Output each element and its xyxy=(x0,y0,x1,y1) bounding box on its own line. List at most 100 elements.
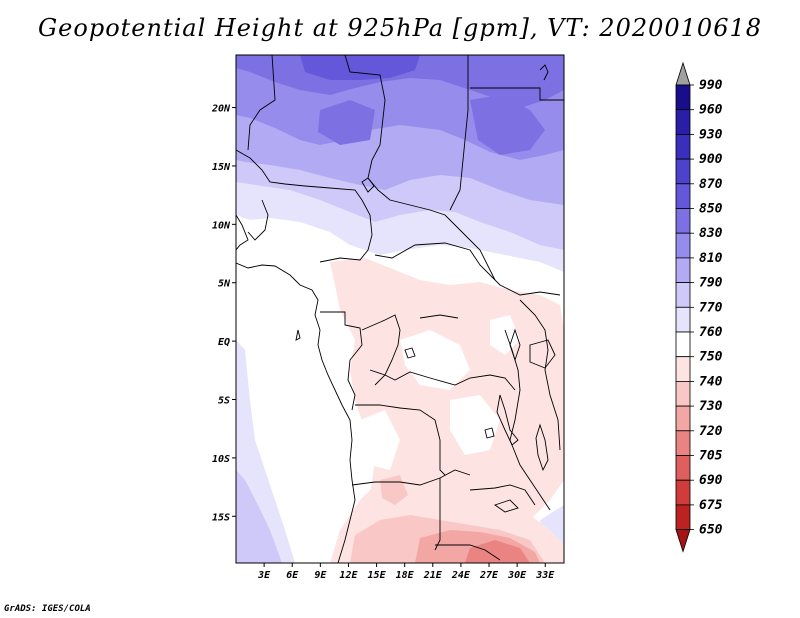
colorbar-swatch-900 xyxy=(675,158,691,185)
lon-tick-label: 27E xyxy=(479,570,499,581)
colorbar-label: 720 xyxy=(699,424,723,439)
border-mid xyxy=(404,347,416,359)
colorbar-label: 750 xyxy=(699,350,723,365)
border-congo-drc xyxy=(369,369,516,391)
field-hole-white-3 xyxy=(360,410,400,470)
border-south-2 xyxy=(435,544,501,561)
colorbar-label: 930 xyxy=(699,127,723,142)
lon-tick-label: 9E xyxy=(314,570,327,581)
colorbar-swatch-810 xyxy=(675,257,691,283)
map-title: Geopotential Height at 925hPa [gpm], VT:… xyxy=(38,14,762,42)
lake-kariba xyxy=(494,499,519,513)
border-central-2 xyxy=(320,311,363,411)
lat-tick-label: EQ xyxy=(218,337,230,348)
lake-tanganyika xyxy=(496,394,519,446)
colorbar-swatch-675 xyxy=(675,504,691,530)
colorbar-label: 810 xyxy=(699,251,723,266)
longitude-axis: 3E 6E 9E 12E 15E 18E 21E 24E 27E 30E 33E xyxy=(257,563,555,581)
border-northeast xyxy=(449,55,469,211)
colorbar-label: 705 xyxy=(699,449,723,464)
colorbar-swatch-870 xyxy=(675,183,691,209)
lon-tick-label: 15E xyxy=(368,570,387,581)
lat-tick-label: 15N xyxy=(212,162,231,173)
colorbar-label: 850 xyxy=(699,202,723,217)
lat-tick-label: 5S xyxy=(218,396,230,407)
lat-tick-label: 5N xyxy=(218,279,231,290)
lon-tick-label: 30E xyxy=(507,570,527,581)
colorbar-swatch-720 xyxy=(675,430,691,456)
colorbar-label: 900 xyxy=(699,152,723,167)
colorbar-swatch-960 xyxy=(675,109,691,135)
colorbar: 990 960 930 900 870 850 830 810 790 770 760 750 740 7… xyxy=(675,61,723,553)
country-borders xyxy=(236,55,564,563)
colorbar-label: 870 xyxy=(699,177,723,192)
border-central-1 xyxy=(374,242,561,296)
field-band-720 xyxy=(465,540,530,563)
lon-tick-label: 12E xyxy=(339,570,358,581)
colorbar-label: 675 xyxy=(699,498,723,513)
lat-tick-label: 15S xyxy=(212,512,230,523)
colorbar-swatch-705 xyxy=(675,455,691,481)
coast-island xyxy=(295,329,301,341)
lon-tick-label: 24E xyxy=(451,570,471,581)
lake-victoria xyxy=(529,339,556,369)
lon-tick-label: 3E xyxy=(257,570,271,581)
colorbar-swatch-760 xyxy=(675,331,691,358)
colorbar-label: 960 xyxy=(699,103,723,118)
border-mid-2 xyxy=(419,314,459,319)
lake-chad xyxy=(361,177,375,193)
lat-tick-label: 10S xyxy=(212,454,230,465)
colorbar-label: 790 xyxy=(699,276,723,291)
lake-albert xyxy=(509,328,521,362)
lake-bangweulu xyxy=(484,427,495,439)
border-northeast-2 xyxy=(470,87,564,101)
coast-northeast xyxy=(539,64,549,81)
colorbar-swatch-750 xyxy=(675,356,691,382)
field-band-870-patch-2 xyxy=(318,100,375,145)
field-hole-white-4 xyxy=(490,315,520,355)
latitude-axis: 20N 15N 10N 5N EQ 5S 10S 15S xyxy=(211,104,236,523)
colorbar-top-arrow xyxy=(675,61,691,86)
border-nw xyxy=(236,149,373,263)
lon-tick-label: 33E xyxy=(535,570,555,581)
colorbar-label: 690 xyxy=(699,473,723,488)
border-angola-2 xyxy=(351,469,471,486)
lon-tick-label: 18E xyxy=(396,570,415,581)
geopotential-field xyxy=(236,55,564,563)
grads-credit: GrADS: IGES/COLA xyxy=(4,604,91,614)
lat-tick-label: 10N xyxy=(212,220,231,231)
colorbar-label: 730 xyxy=(699,399,723,414)
field-band-900 xyxy=(300,55,420,80)
lake-malawi xyxy=(535,423,549,472)
field-hole-white-1 xyxy=(400,330,470,390)
border-angola xyxy=(355,404,446,476)
lon-tick-label: 6E xyxy=(286,570,299,581)
field-hole-white-2 xyxy=(450,395,500,455)
border-west-small xyxy=(247,199,269,241)
colorbar-swatch-990 xyxy=(675,84,691,111)
border-east-2 xyxy=(519,299,561,451)
border-north-2 xyxy=(247,55,276,151)
colorbar-bottom-arrow xyxy=(675,529,691,553)
lat-tick-label: 20N xyxy=(211,104,231,115)
colorbar-swatch-740 xyxy=(675,380,691,407)
colorbar-swatch-930 xyxy=(675,133,691,160)
colorbar-label: 830 xyxy=(699,226,723,241)
colorbar-swatch-730 xyxy=(675,405,691,432)
colorbar-label: 990 xyxy=(699,78,723,93)
coastline-west-africa xyxy=(236,262,356,563)
border-central-3 xyxy=(361,314,401,386)
field-band-870-patch xyxy=(470,95,545,155)
coast-gulf-guinea xyxy=(236,214,249,251)
border-south-1 xyxy=(434,478,441,551)
colorbar-swatch-830 xyxy=(675,232,691,259)
colorbar-swatch-770 xyxy=(675,306,691,333)
field-band-790-west xyxy=(236,470,282,563)
colorbar-label: 760 xyxy=(699,325,723,340)
colorbar-swatch-690 xyxy=(675,479,691,506)
colorbar-label: 770 xyxy=(699,300,723,315)
border-east-3 xyxy=(469,484,536,506)
lon-tick-label: 21E xyxy=(423,570,443,581)
colorbar-swatch-790 xyxy=(675,282,691,308)
